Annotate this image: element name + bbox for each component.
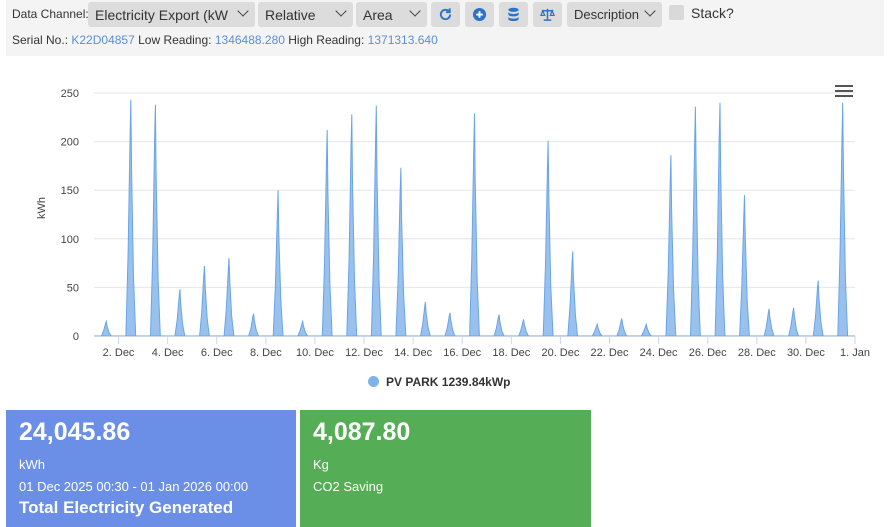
chevron-down-icon [409, 5, 421, 17]
chart-type-select[interactable]: Area [356, 2, 427, 27]
y-tick-label: 150 [61, 185, 79, 197]
add-series-button[interactable] [465, 2, 494, 27]
chevron-down-icon [237, 5, 249, 17]
y-tick-label: 200 [61, 137, 79, 149]
co2-saving-title: CO2 Saving [313, 479, 384, 494]
mode-select[interactable]: Relative [258, 2, 353, 27]
co2-saving-card: 4,087.80 Kg CO2 Saving [300, 410, 591, 527]
refresh-icon [439, 8, 452, 21]
x-tick-label: 2. Dec [103, 347, 135, 359]
chart: 0 50 100 150 200 250 2. Dec 4. Dec 6. Dec 8. Dec 1… [36, 88, 870, 359]
label-value: Description [574, 7, 640, 22]
y-tick-label: 50 [67, 282, 79, 294]
total-electricity-period: 01 Dec 2025 00:30 - 01 Jan 2026 00:00 [19, 479, 249, 494]
chart-menu-icon[interactable] [835, 85, 853, 99]
chart-legend[interactable]: PV PARK 1239.84kWp [368, 375, 511, 389]
stack-label: Stack? [691, 5, 734, 21]
serial-label: Serial No.: [12, 33, 69, 47]
x-tick-label: 14. Dec [394, 347, 432, 359]
high-reading-label: High Reading: [288, 33, 365, 47]
plus-circle-icon [472, 7, 487, 22]
scale-icon [540, 8, 555, 21]
x-tick-label: 6. Dec [201, 347, 233, 359]
total-electricity-value: 24,045.86 [19, 418, 131, 446]
y-tick-label: 0 [73, 331, 79, 343]
data-channel-select[interactable]: Electricity Export (kWh) [88, 2, 255, 27]
total-electricity-unit: kWh [19, 457, 45, 472]
x-tick-label: 28. Dec [738, 347, 776, 359]
chart-type-value: Area [363, 7, 393, 23]
series-area-pv-park[interactable] [94, 99, 855, 337]
x-tick-label: 4. Dec [152, 347, 184, 359]
co2-saving-value: 4,087.80 [313, 418, 411, 446]
data-channel-value: Electricity Export (kWh) [95, 7, 228, 23]
low-reading-label: Low Reading: [138, 33, 212, 47]
chevron-down-icon [335, 5, 347, 17]
high-reading-value: 1371313.640 [367, 33, 438, 47]
mode-value: Relative [265, 7, 316, 23]
database-icon [508, 7, 519, 22]
y-tick-label: 100 [61, 234, 79, 246]
x-tick-label: 18. Dec [492, 347, 530, 359]
database-button[interactable] [499, 2, 528, 27]
compare-button[interactable] [533, 2, 562, 27]
x-tick-label: 8. Dec [250, 347, 282, 359]
x-tick-label: 30. Dec [787, 347, 825, 359]
label-select[interactable]: Description [567, 2, 662, 27]
total-electricity-card: 24,045.86 kWh 01 Dec 2025 00:30 - 01 Jan… [6, 410, 296, 527]
legend-label: PV PARK 1239.84kWp [386, 375, 511, 389]
serial-value: K22D04857 [71, 33, 135, 47]
x-tick-label: 26. Dec [689, 347, 727, 359]
x-tick-label: 12. Dec [345, 347, 383, 359]
x-tick-label: 1. Jan [840, 347, 870, 359]
x-tick-label: 16. Dec [443, 347, 481, 359]
data-channel-label: Data Channel: [12, 7, 89, 21]
x-tick-label: 20. Dec [541, 347, 579, 359]
y-axis-label: kWh [36, 197, 48, 219]
x-tick-label: 10. Dec [296, 347, 334, 359]
x-tick-label: 22. Dec [591, 347, 629, 359]
meter-info: Serial No.: K22D04857 Low Reading: 13464… [12, 33, 438, 47]
chevron-down-icon [644, 5, 656, 17]
co2-saving-unit: Kg [313, 457, 329, 472]
legend-marker [368, 376, 379, 387]
x-tick-label: 24. Dec [640, 347, 678, 359]
y-tick-label: 250 [61, 88, 79, 100]
refresh-button[interactable] [431, 2, 460, 27]
low-reading-value: 1346488.280 [214, 33, 285, 47]
stack-checkbox[interactable] [669, 5, 684, 20]
total-electricity-title: Total Electricity Generated [19, 498, 234, 517]
toolbar: Data Channel: Electricity Export (kWh) R… [6, 0, 884, 56]
